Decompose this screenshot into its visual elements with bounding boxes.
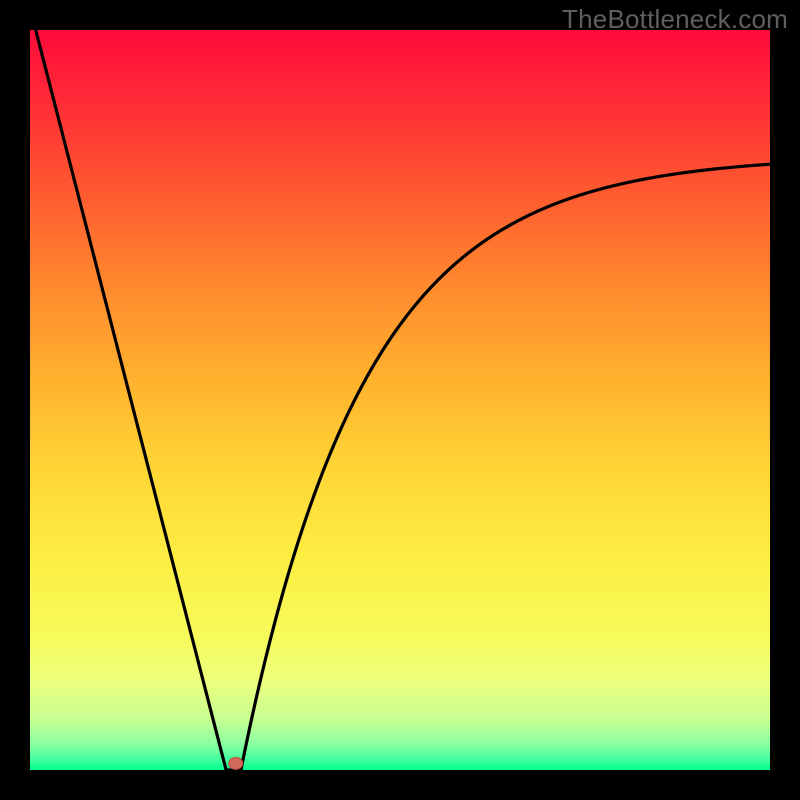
minimum-marker (229, 757, 243, 769)
chart-svg (0, 0, 800, 800)
chart-stage: TheBottleneck.com (0, 0, 800, 800)
gradient-background (30, 30, 770, 770)
watermark-text: TheBottleneck.com (562, 4, 788, 35)
